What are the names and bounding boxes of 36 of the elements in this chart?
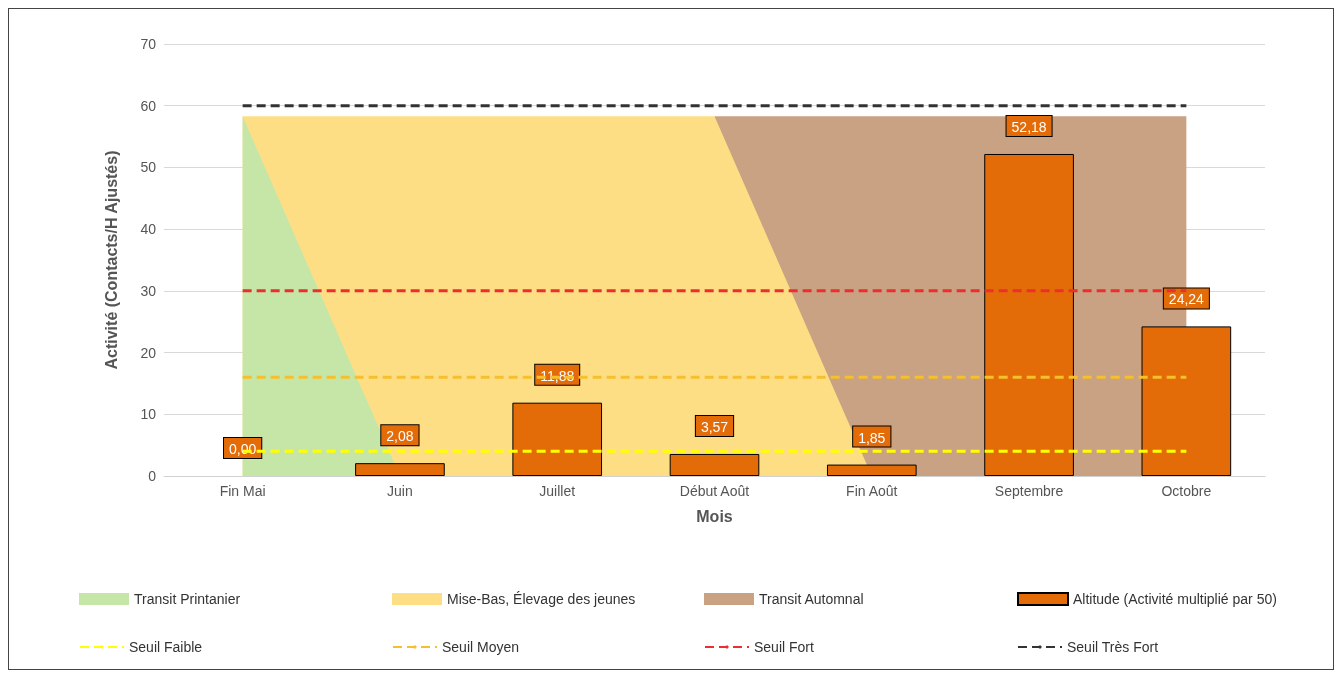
- bar: [826, 464, 917, 476]
- data-label: 52,18: [1011, 118, 1047, 135]
- y-tick-label: 10: [140, 406, 157, 423]
- data-label: 24,24: [1168, 291, 1205, 308]
- data-label: 1,85: [858, 429, 886, 446]
- y-tick-label: 30: [140, 282, 157, 299]
- x-axis-title: Mois: [696, 507, 733, 525]
- data-label: 3,57: [700, 418, 729, 435]
- bar: [1141, 326, 1232, 476]
- x-tick-label: Septembre: [994, 483, 1064, 499]
- y-tick-label: 20: [140, 344, 157, 361]
- legend-label: Seuil Fort: [754, 639, 815, 655]
- legend-label: Seuil Très Fort: [1067, 639, 1159, 655]
- x-tick-label: Fin Mai: [219, 483, 266, 499]
- legend-label: Transit Printanier: [134, 591, 241, 607]
- bar: [669, 453, 760, 476]
- x-tick-label: Octobre: [1161, 483, 1212, 499]
- data-label: 2,08: [386, 428, 414, 445]
- bar: [355, 463, 445, 476]
- bar: [512, 402, 603, 476]
- x-tick-label: Fin Août: [846, 483, 898, 499]
- y-tick-label: 40: [140, 221, 157, 238]
- legend-label: Transit Automnal: [759, 591, 864, 607]
- y-tick-label: 0: [148, 468, 157, 484]
- y-tick-label: 50: [140, 159, 157, 176]
- bar: [984, 153, 1074, 476]
- legend-label: Seuil Faible: [129, 639, 203, 655]
- legend-label: Seuil Moyen: [442, 639, 520, 655]
- x-tick-label: Juillet: [539, 483, 576, 499]
- x-tick-label: Début Août: [679, 483, 750, 499]
- y-tick-label: 70: [140, 36, 157, 52]
- legend-label: Altitude (Activité multiplié par 50): [1073, 591, 1277, 607]
- y-tick-label: 60: [140, 97, 157, 114]
- y-axis-title: Activité (Contacts/H Ajustés): [102, 150, 120, 370]
- legend-label: Mise-Bas, Élevage des jeunes: [447, 591, 636, 607]
- x-tick-label: Juin: [387, 483, 413, 499]
